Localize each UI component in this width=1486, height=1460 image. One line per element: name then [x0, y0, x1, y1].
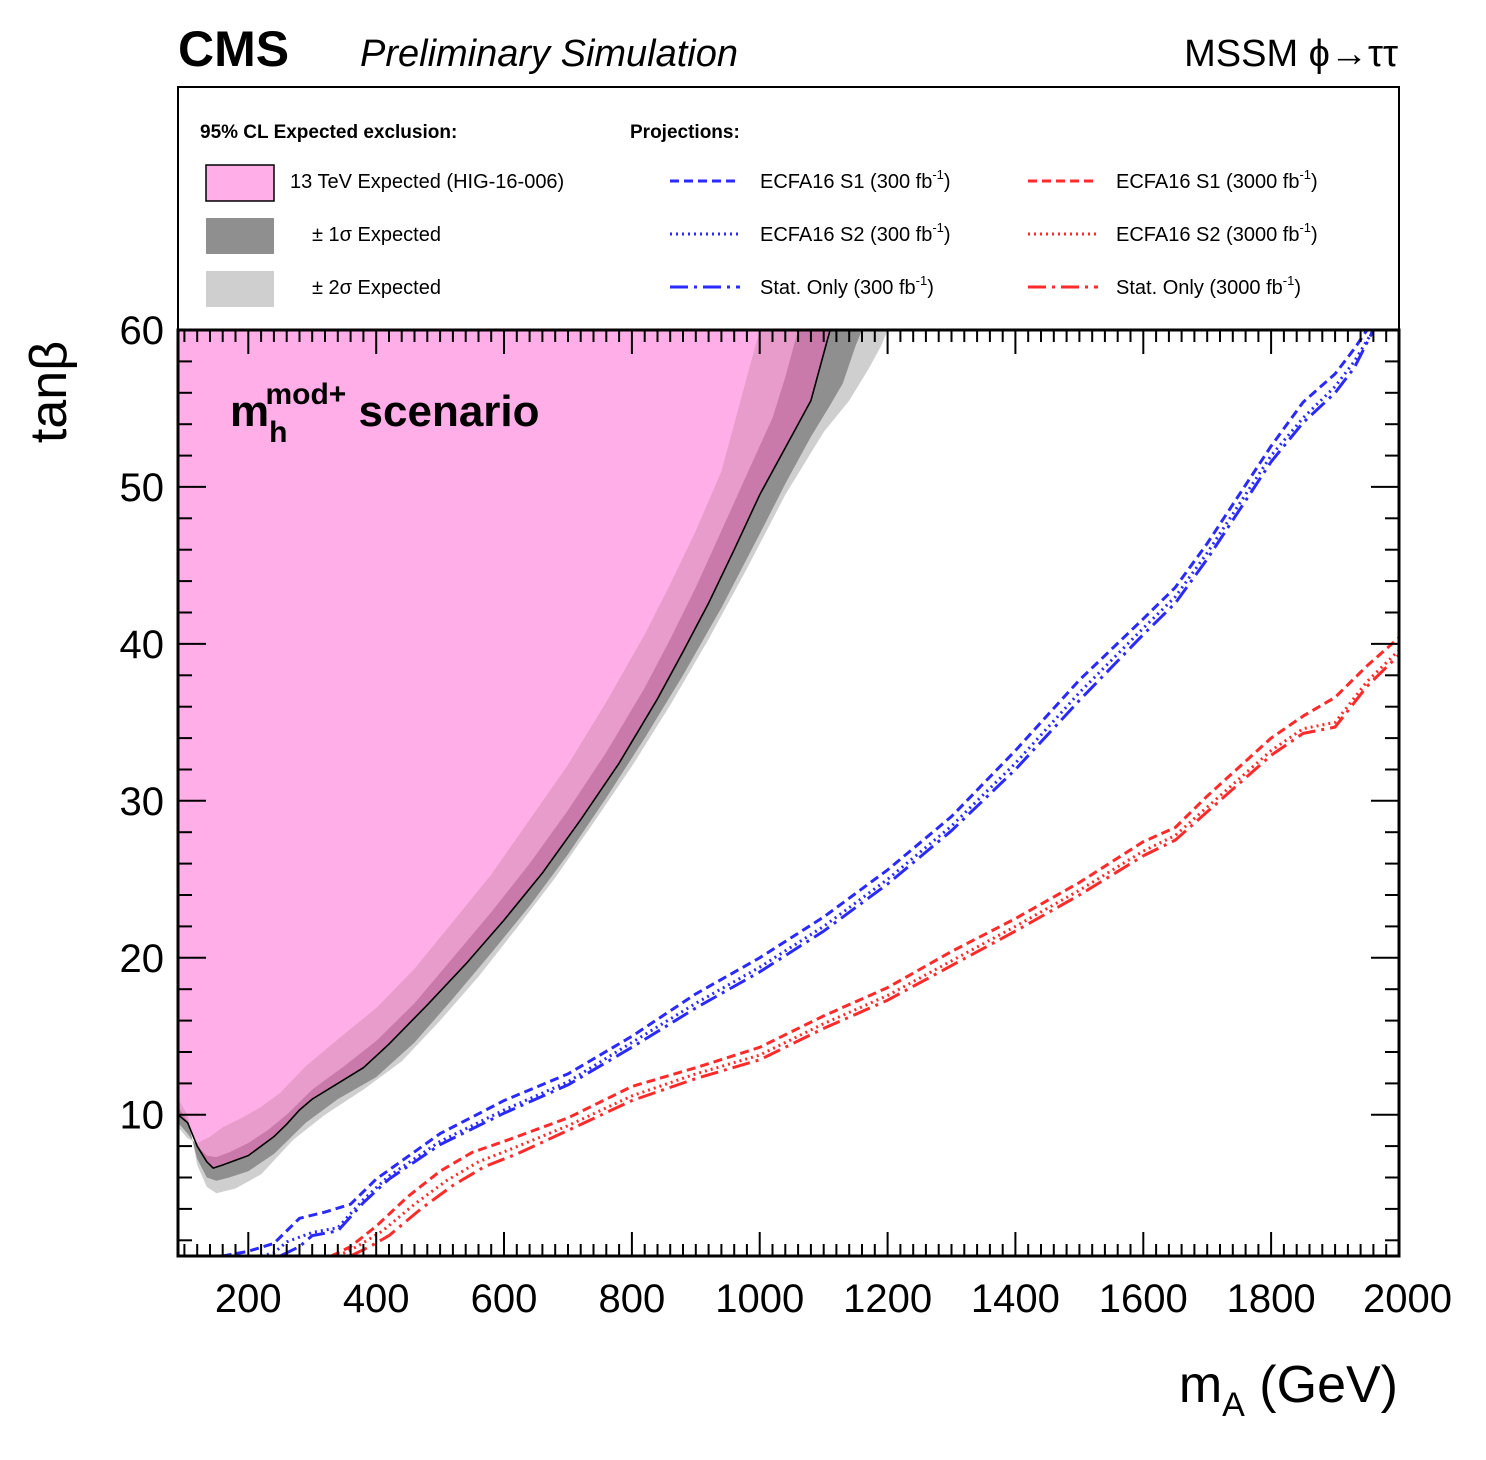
x-tick-label: 1200 — [843, 1277, 932, 1321]
scenario-label: mhmod+ scenario — [230, 378, 540, 449]
projection-line-6 — [349, 653, 1399, 1256]
legend-frame — [177, 86, 1400, 331]
plot-area: 200 400 600 800 1000 1200 1400 1600 1800 2000 10 20… — [120, 309, 1453, 1321]
sigma1-band-overlap — [178, 330, 831, 1169]
legend-swatch — [206, 271, 274, 307]
y-tick-label: 50 — [120, 466, 165, 510]
legend-label: Stat. Only (3000 fb-1) — [1116, 273, 1301, 299]
legend-label: Stat. Only (300 fb-1) — [760, 273, 934, 299]
legend-entry-1: 13 TeV Expected (HIG-16-006) — [205, 164, 564, 202]
status-label: Preliminary Simulation — [360, 33, 738, 75]
x-tick-label: 600 — [471, 1277, 538, 1321]
legend-swatch — [206, 218, 274, 254]
legend-label: ECFA16 S2 (3000 fb-1) — [1116, 220, 1318, 246]
x-tick-label: 1600 — [1099, 1277, 1188, 1321]
x-tick-label: 400 — [343, 1277, 410, 1321]
legend-entry-5: ECFA16 S2 (300 fb-1) — [670, 220, 951, 246]
sigma2-band-overlap — [178, 330, 831, 1169]
tick-labels: 200 400 600 800 1000 1200 1400 1600 1800 2000 10 20… — [120, 309, 1453, 1321]
projection-line-5 — [337, 649, 1399, 1256]
x-tick-label: 1000 — [715, 1277, 804, 1321]
legend-label: ECFA16 S1 (3000 fb-1) — [1116, 167, 1318, 193]
legend-label: ECFA16 S2 (300 fb-1) — [760, 220, 951, 246]
legend-label: 13 TeV Expected (HIG-16-006) — [290, 171, 564, 193]
y-tick-label: 10 — [120, 1094, 165, 1138]
x-tick-label: 1400 — [971, 1277, 1060, 1321]
legend-entry-2: ± 1σ Expected — [206, 218, 441, 254]
legend-label: ± 1σ Expected — [312, 224, 441, 246]
plot-frame — [176, 328, 1401, 1258]
projection-line-4 — [330, 636, 1399, 1256]
x-tick-label: 200 — [215, 1277, 282, 1321]
y-tick-label: 40 — [120, 623, 165, 667]
projection-line-1 — [222, 330, 1369, 1256]
legend: 95% CL Expected exclusion: Projections: … — [177, 86, 1400, 331]
expected-exclusion-fill — [178, 330, 831, 1169]
y-tick-label: 60 — [120, 309, 165, 353]
legend-entry-8: ECFA16 S2 (3000 fb-1) — [1028, 220, 1318, 246]
axis-ticks — [178, 329, 1400, 1256]
expected-exclusion-line — [178, 330, 831, 1170]
legend-header-exclusion: 95% CL Expected exclusion: — [200, 122, 457, 143]
experiment-label: CMS — [178, 21, 289, 77]
projection-line-3 — [279, 330, 1375, 1256]
legend-entry-4: ECFA16 S1 (300 fb-1) — [670, 167, 951, 193]
legend-label: ± 2σ Expected — [312, 277, 441, 299]
legend-entry-7: ECFA16 S1 (3000 fb-1) — [1028, 167, 1318, 193]
legend-entries: 13 TeV Expected (HIG-16-006) ± 1σ Expecte… — [205, 164, 1318, 307]
legend-swatch — [205, 164, 275, 202]
legend-label: ECFA16 S1 (300 fb-1) — [760, 167, 951, 193]
x-tick-label: 800 — [599, 1277, 666, 1321]
legend-entry-6: Stat. Only (300 fb-1) — [670, 273, 934, 299]
process-label: MSSM ϕ→ττ — [1184, 33, 1398, 75]
x-axis-label: mA (GeV) — [1179, 1356, 1398, 1424]
y-tick-label: 20 — [120, 937, 165, 981]
y-tick-label: 30 — [120, 780, 165, 824]
x-tick-label: 2000 — [1363, 1277, 1452, 1321]
legend-entry-3: ± 2σ Expected — [206, 271, 441, 307]
x-tick-label: 1800 — [1227, 1277, 1316, 1321]
legend-entry-9: Stat. Only (3000 fb-1) — [1028, 273, 1301, 299]
legend-header-projections: Projections: — [630, 122, 740, 143]
y-axis-label: tanβ — [20, 341, 78, 443]
projection-lines — [222, 330, 1399, 1256]
